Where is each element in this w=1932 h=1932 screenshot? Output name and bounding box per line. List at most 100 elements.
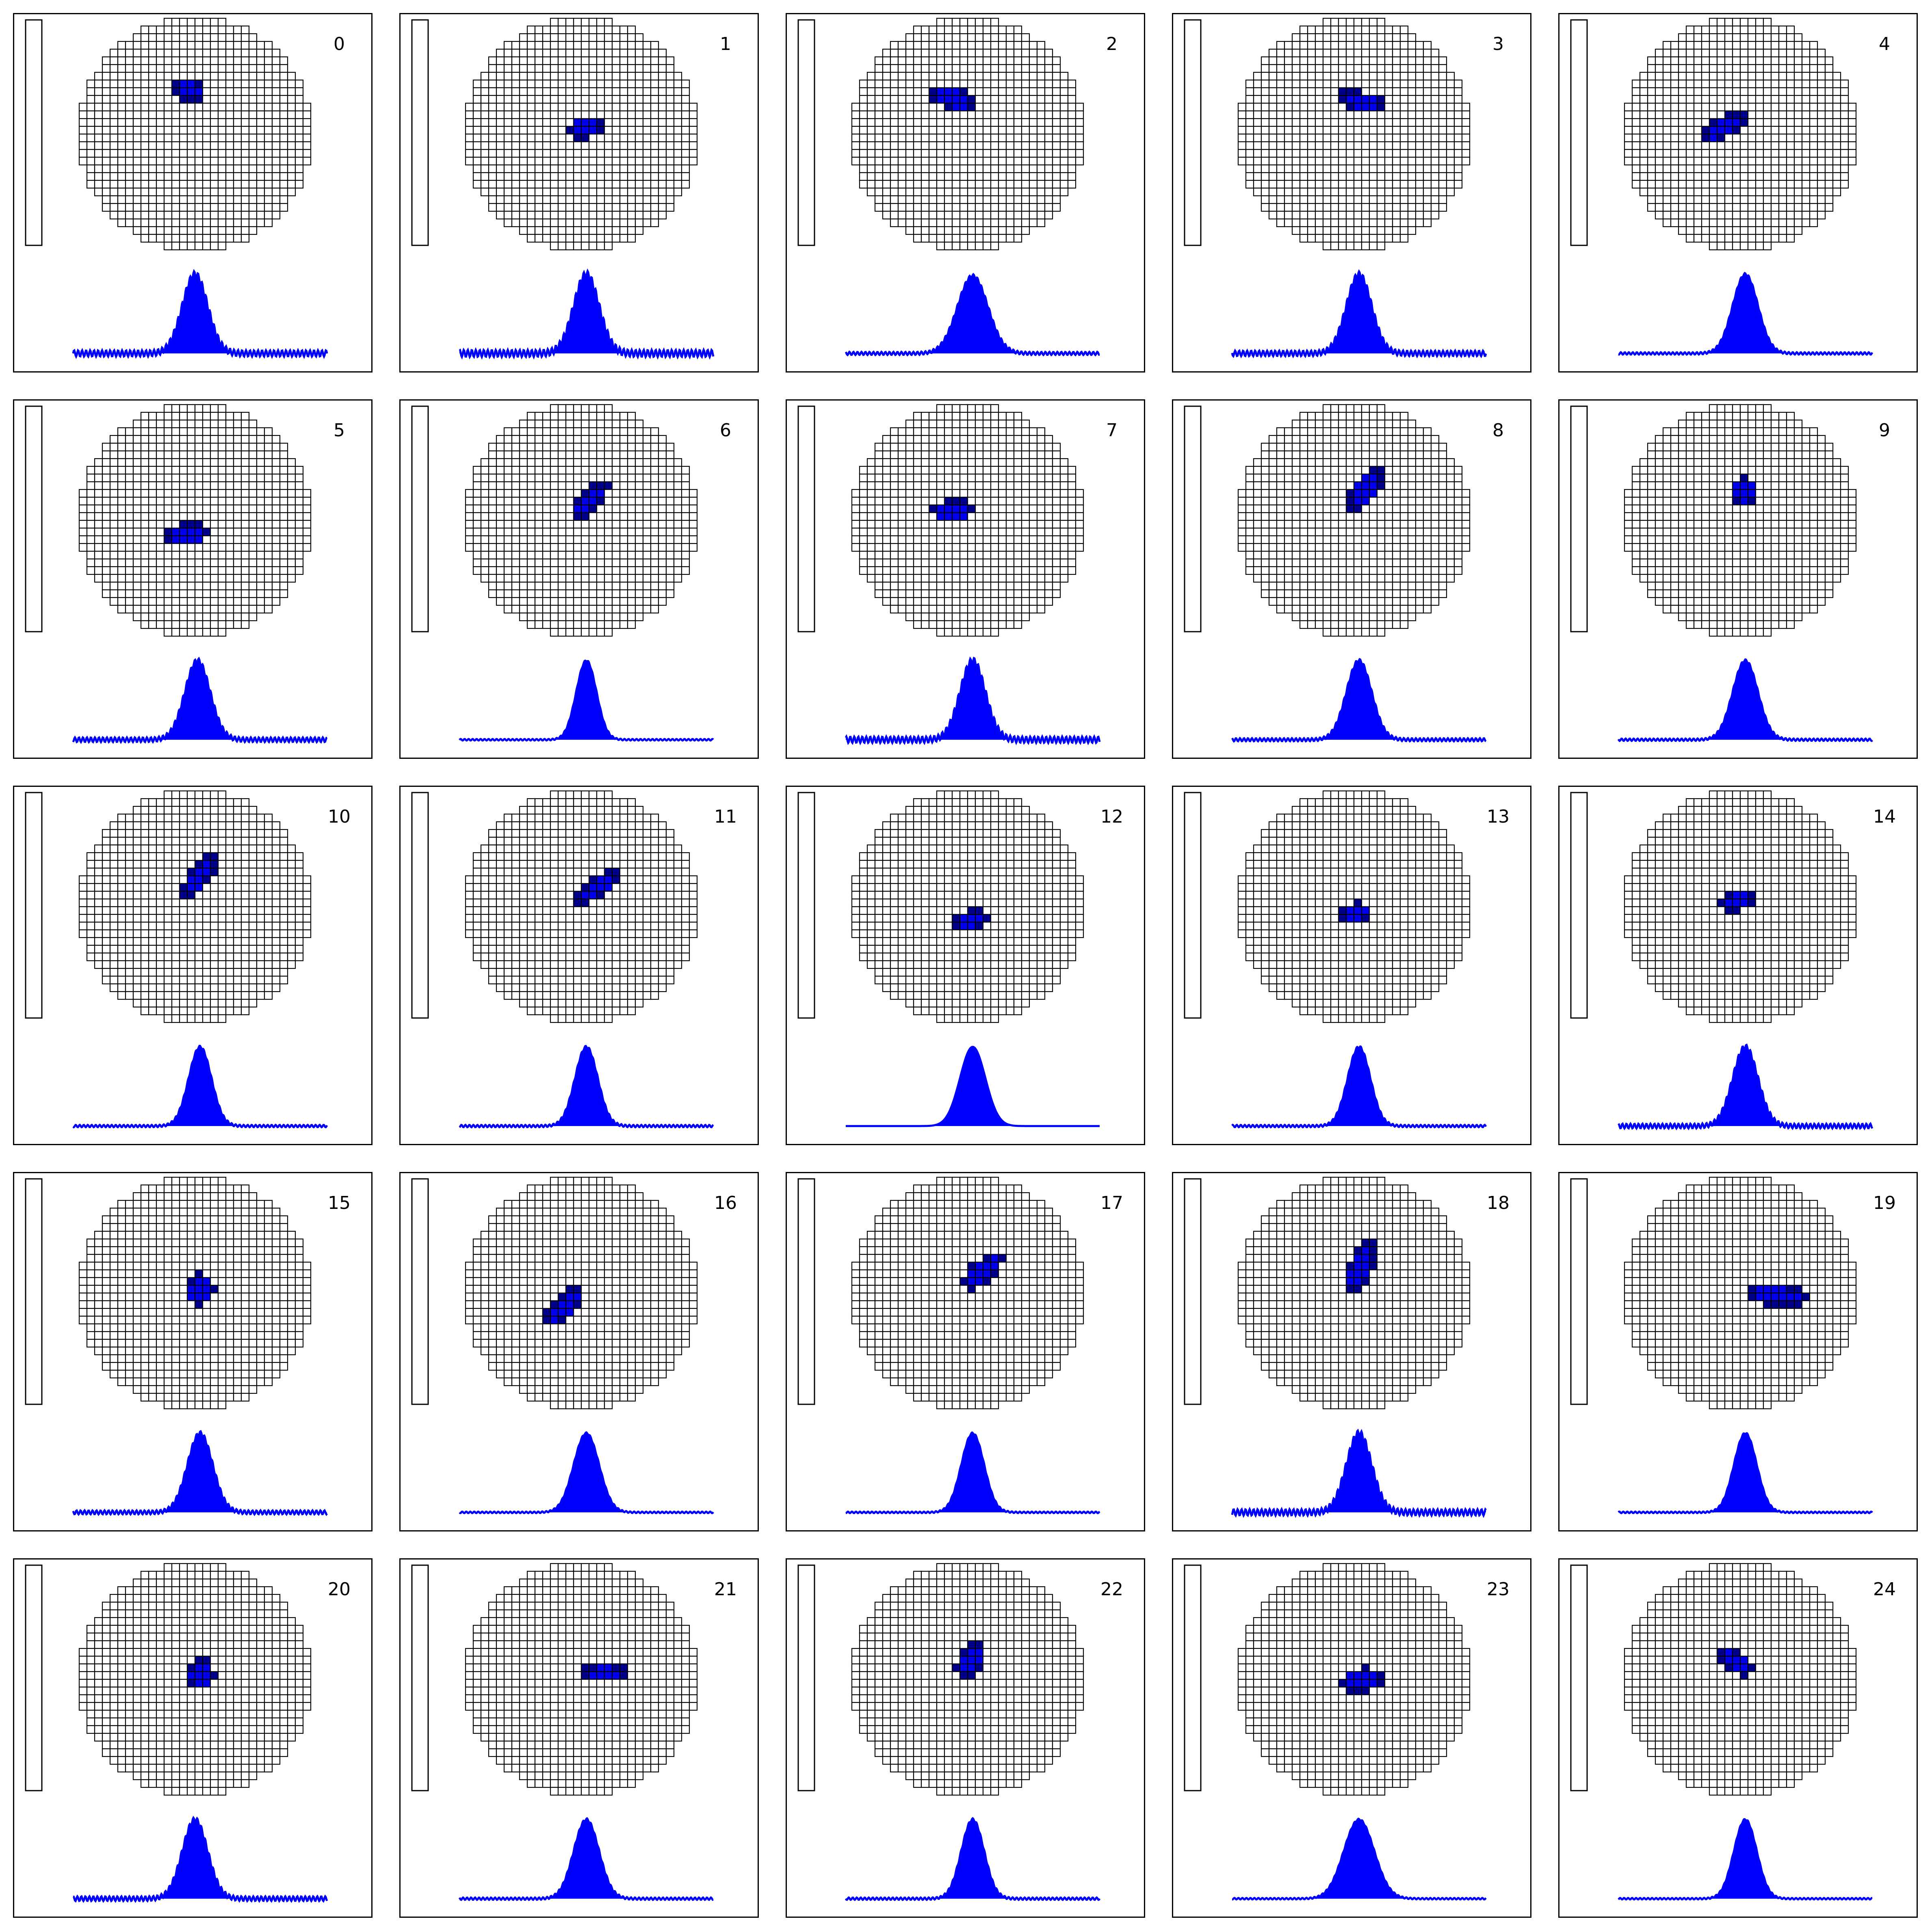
pixel — [256, 558, 265, 567]
panel-plot: 2 — [797, 17, 1118, 357]
pixel — [156, 180, 165, 189]
pixel — [163, 581, 173, 591]
pixel — [1369, 218, 1378, 227]
pixel — [194, 164, 204, 173]
pixel — [665, 535, 675, 544]
pixel — [998, 48, 1007, 58]
pixel — [1415, 187, 1424, 197]
pixel — [1655, 71, 1664, 81]
pixel — [1291, 102, 1301, 112]
pixel — [998, 187, 1007, 197]
pixel — [496, 442, 505, 452]
pixel — [94, 95, 103, 104]
pixel — [125, 218, 134, 227]
pixel — [1817, 133, 1826, 143]
pixel — [1415, 126, 1424, 135]
pixel — [1059, 87, 1069, 96]
pixel — [1770, 87, 1780, 96]
pixel — [627, 64, 636, 73]
detector-grid — [78, 404, 312, 637]
pixel — [990, 33, 999, 42]
pixel — [866, 118, 876, 127]
pixel — [171, 558, 180, 567]
pixel — [217, 489, 227, 498]
pixel — [240, 226, 250, 235]
pixel — [604, 241, 613, 251]
lit-pixel — [580, 133, 590, 143]
pixel — [1786, 234, 1795, 243]
pixel — [132, 203, 142, 212]
pixel — [140, 71, 149, 81]
pixel — [271, 550, 281, 560]
pixel — [210, 620, 219, 629]
pixel — [874, 79, 884, 89]
pixel — [944, 126, 953, 135]
pixel — [186, 17, 196, 27]
pixel — [248, 589, 258, 598]
pixel — [1075, 118, 1084, 127]
pixel — [148, 110, 157, 119]
pixel — [642, 172, 652, 181]
pixel — [125, 95, 134, 104]
pixel — [117, 95, 126, 104]
pixel — [557, 520, 567, 529]
pixel — [264, 427, 273, 436]
pixel — [588, 133, 598, 143]
pixel — [1415, 87, 1424, 96]
pixel — [967, 149, 976, 158]
pixel — [1778, 172, 1787, 181]
pixel — [1307, 203, 1316, 212]
pixel — [542, 574, 551, 583]
pixel — [619, 527, 628, 537]
pixel — [1353, 164, 1362, 173]
pixel — [897, 41, 907, 50]
pixel — [503, 195, 513, 204]
pixel — [1067, 164, 1076, 173]
pixel — [465, 102, 474, 112]
pixel — [1763, 241, 1772, 251]
pixel — [1005, 141, 1015, 150]
pixel — [1763, 187, 1772, 197]
pixel — [271, 512, 281, 521]
panel-plot: 6 — [411, 404, 731, 742]
pixel — [1330, 17, 1339, 27]
pixel — [1384, 25, 1393, 35]
pixel — [1709, 95, 1718, 104]
pixel — [271, 597, 281, 606]
pixel — [171, 110, 180, 119]
pixel — [1655, 126, 1664, 135]
pixel — [557, 164, 567, 173]
pixel — [604, 218, 613, 227]
pixel — [488, 203, 497, 212]
pixel — [240, 71, 250, 81]
pixel — [635, 226, 644, 235]
pixel — [905, 187, 914, 197]
pixel — [102, 133, 111, 143]
pixel — [480, 87, 489, 96]
pixel — [171, 41, 180, 50]
pixel — [287, 149, 296, 158]
pixel — [1678, 48, 1687, 58]
lit-pixel — [951, 102, 961, 112]
pixel — [905, 226, 914, 235]
pixel — [1446, 71, 1455, 81]
pixel — [140, 419, 149, 429]
pixel — [1291, 141, 1301, 150]
pixel — [511, 118, 520, 127]
pixel — [557, 149, 567, 158]
pixel — [156, 620, 165, 629]
pixel — [1716, 234, 1726, 243]
pixel — [1415, 41, 1424, 50]
pixel — [1276, 218, 1285, 227]
pixel — [565, 597, 574, 606]
lit-pixel — [951, 95, 961, 104]
pixel — [109, 203, 119, 212]
pixel — [673, 149, 682, 158]
pixel — [565, 95, 574, 104]
pixel — [186, 102, 196, 112]
pixel — [1639, 149, 1648, 158]
pixel — [117, 203, 126, 212]
pixel — [163, 241, 173, 251]
pixel — [179, 195, 188, 204]
pixel — [1670, 172, 1679, 181]
